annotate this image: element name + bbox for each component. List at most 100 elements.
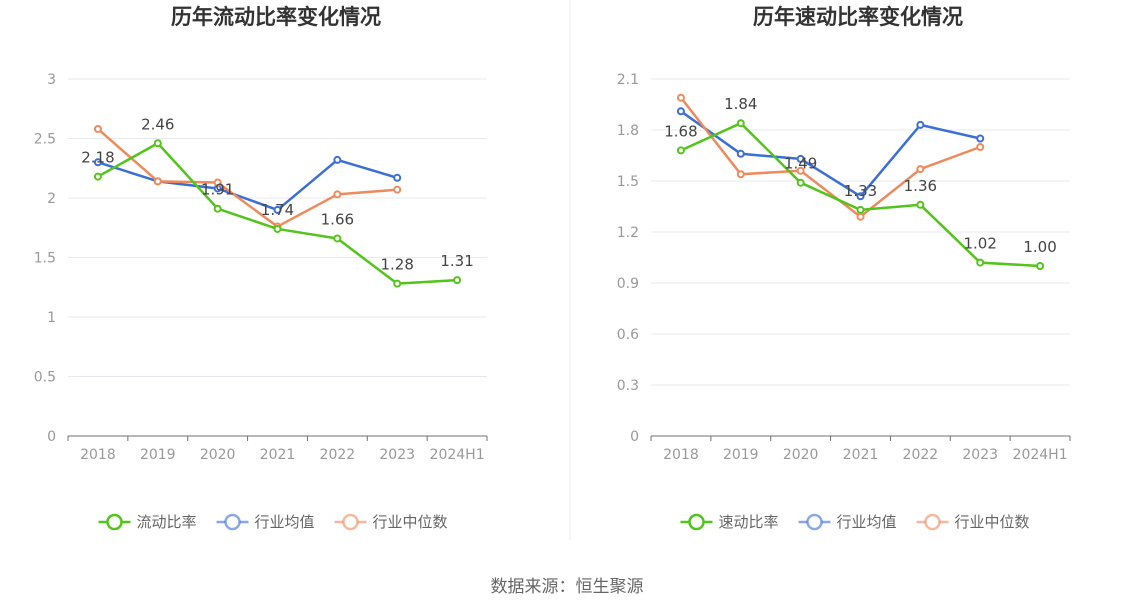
series-line-1	[97, 158, 398, 212]
series-point-2	[796, 166, 805, 175]
y-tick-label: 2	[47, 191, 56, 207]
x-tick-label: 2023	[962, 447, 998, 463]
x-tick-label: 2022	[903, 447, 939, 463]
series-point-1	[916, 120, 925, 129]
y-tick-label: 0.3	[617, 378, 639, 394]
y-tick-label: 1.5	[34, 251, 56, 267]
legend-item-1: 行业均值	[216, 513, 315, 531]
series-point-0	[676, 146, 685, 155]
x-tick-label: 2021	[843, 447, 879, 463]
series-point-0	[213, 204, 222, 213]
series-point-0	[856, 205, 865, 214]
data-label: 1.84	[724, 95, 757, 113]
legend-item-2: 行业中位数	[916, 513, 1030, 531]
legend-label: 速动比率	[719, 513, 779, 531]
y-tick-label: 1.2	[617, 225, 639, 241]
legend-label: 行业中位数	[955, 513, 1030, 531]
legend-marker	[106, 513, 123, 531]
x-tick-label: 2020	[783, 447, 819, 463]
series-point-0	[393, 279, 402, 288]
series-point-2	[916, 165, 925, 174]
x-tick-label: 2024H1	[430, 447, 485, 463]
y-tick-label: 1	[47, 310, 56, 326]
series-line-1	[680, 110, 981, 198]
series-point-0	[333, 234, 342, 243]
x-tick-label: 2019	[723, 447, 759, 463]
series-point-0	[93, 172, 102, 181]
data-label: 1.02	[964, 235, 997, 253]
series-point-2	[736, 170, 745, 179]
quick-ratio-chart: 历年速动比率变化情况 0 0.3 0.6 0.9 1.2 1.5 1.8 2.1 2018 2019…	[617, 5, 1071, 531]
series-point-2	[676, 93, 685, 102]
series-point-0	[976, 258, 985, 267]
x-tick-label: 2024H1	[1013, 447, 1068, 463]
series-point-1	[93, 158, 102, 167]
legend-item-1: 行业均值	[798, 513, 897, 531]
y-tick-label: 1.8	[617, 123, 639, 139]
data-label: 1.49	[784, 155, 817, 173]
y-tick-label: 0	[47, 429, 56, 445]
data-label: 1.36	[904, 177, 937, 195]
legend-label: 行业均值	[255, 513, 315, 531]
data-label: 1.31	[440, 252, 473, 270]
chart-title: 历年流动比率变化情况	[171, 5, 381, 29]
series-point-2	[976, 143, 985, 151]
series-point-0	[916, 200, 925, 209]
series-point-2	[393, 185, 402, 194]
series-point-1	[676, 107, 685, 116]
legend-marker	[224, 513, 241, 531]
data-label: 1.66	[321, 210, 354, 228]
series-point-1	[976, 134, 985, 143]
series-point-2	[856, 212, 865, 221]
series-point-0	[153, 139, 162, 148]
y-tick-label: 0.5	[34, 370, 56, 386]
y-tick-label: 1.5	[617, 174, 639, 190]
legend-marker	[924, 513, 941, 531]
series-point-1	[393, 173, 402, 182]
legend-marker	[342, 513, 359, 531]
data-label: 1.91	[201, 181, 234, 199]
x-tick-label: 2023	[379, 447, 415, 463]
legend-item-0: 流动比率	[98, 513, 197, 531]
series-line-2	[97, 128, 398, 228]
series-point-1	[333, 155, 342, 164]
legend-label: 行业均值	[837, 513, 897, 531]
y-tick-label: 0	[630, 429, 639, 445]
legend-label: 行业中位数	[373, 513, 448, 531]
x-tick-label: 2019	[140, 447, 176, 463]
x-tick-label: 2022	[320, 447, 356, 463]
data-label: 1.33	[844, 182, 877, 200]
x-tick-label: 2018	[80, 447, 116, 463]
series-point-0	[273, 224, 282, 233]
data-label: 1.74	[261, 201, 294, 219]
legend-marker	[806, 513, 823, 531]
y-tick-label: 2.5	[34, 132, 56, 148]
series-point-1	[856, 192, 865, 201]
y-tick-label: 2.1	[617, 72, 639, 88]
x-tick-label: 2020	[200, 447, 236, 463]
data-label: 2.46	[141, 115, 174, 133]
data-label: 1.00	[1023, 238, 1056, 256]
chart-title: 历年速动比率变化情况	[753, 5, 963, 29]
series-line-2	[679, 96, 981, 218]
series-point-0	[796, 178, 805, 187]
data-label: 1.28	[381, 256, 414, 274]
data-label: 1.68	[664, 122, 697, 140]
series-point-1	[736, 149, 745, 158]
legend-marker	[688, 513, 705, 531]
y-tick-label: 3	[47, 72, 56, 88]
legend-item-0: 速动比率	[680, 513, 779, 531]
series-point-2	[333, 190, 342, 199]
series-point-0	[1036, 262, 1045, 270]
series-point-0	[736, 119, 745, 128]
legend-label: 流动比率	[137, 513, 197, 531]
current-ratio-chart: 历年流动比率变化情况 0 0.5 1 1.5 2 2.5 3 2018 2019 2020 2021 2…	[34, 5, 488, 531]
series-point-2	[213, 178, 222, 187]
series-point-1	[273, 205, 282, 214]
series-point-2	[153, 177, 162, 186]
series-point-2	[93, 124, 102, 133]
data-label: 2.18	[81, 149, 114, 167]
x-tick-label: 2021	[260, 447, 296, 463]
series-point-1	[796, 154, 805, 163]
